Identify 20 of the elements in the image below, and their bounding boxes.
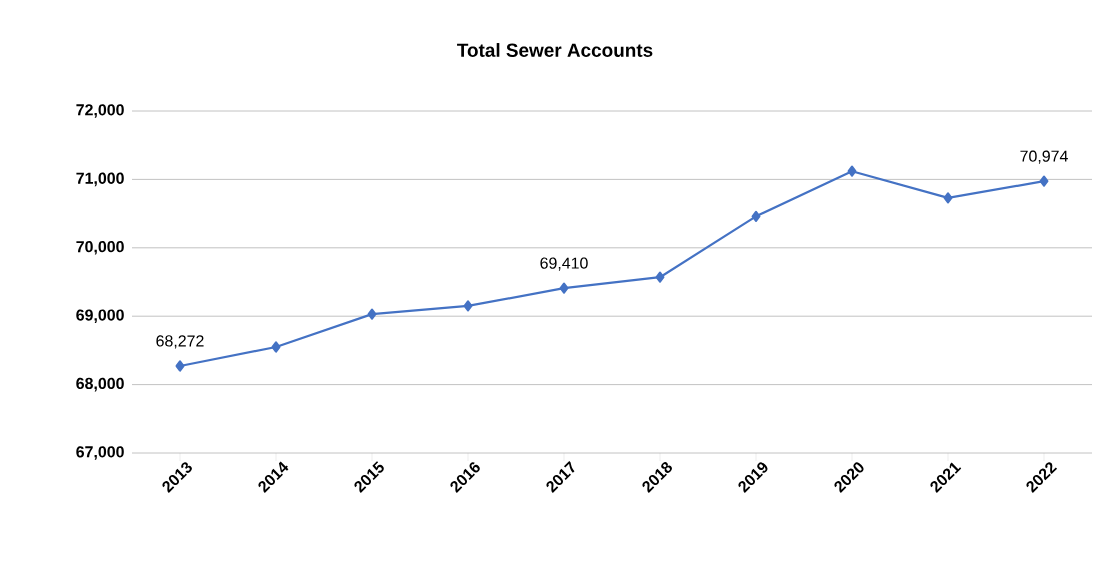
- point: [559, 282, 569, 294]
- chart-title: Total Sewer Accounts: [457, 43, 653, 57]
- data-label: 69,410: [540, 257, 588, 271]
- point: [943, 192, 953, 204]
- point: [655, 271, 665, 283]
- y-tick-label: 70,000: [76, 241, 124, 255]
- data-label: 68,272: [156, 335, 204, 349]
- y-tick-label: 69,000: [76, 309, 124, 323]
- point: [847, 165, 857, 177]
- point: [271, 341, 281, 353]
- point: [751, 210, 761, 222]
- point: [1039, 175, 1049, 187]
- y-tick-label: 67,000: [76, 446, 124, 460]
- point: [175, 360, 185, 372]
- y-tick-label: 71,000: [76, 172, 124, 187]
- y-tick-label: 72,000: [76, 104, 124, 118]
- y-tick-label: 68,000: [76, 377, 124, 392]
- data-label: 70,974: [1020, 150, 1068, 164]
- point: [367, 308, 377, 320]
- point: [463, 300, 473, 312]
